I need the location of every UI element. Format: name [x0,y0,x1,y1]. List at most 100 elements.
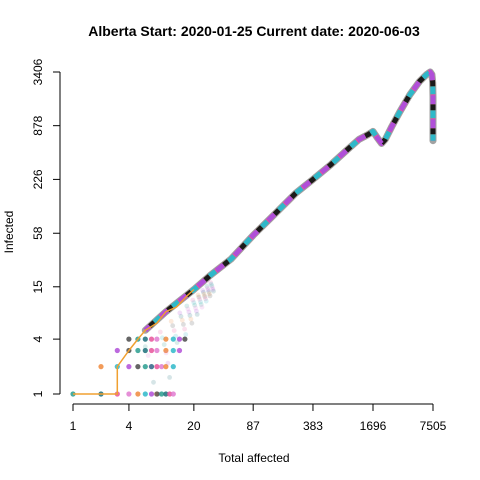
data-point [154,336,160,342]
chart-title: Alberta Start: 2020-01-25 Current date: … [88,23,420,39]
halo-point [178,314,184,319]
halo-point [194,312,200,317]
halo-point [197,297,203,302]
halo-point [210,285,215,290]
halo-point [186,309,192,315]
data-point [159,364,165,370]
halo-point [195,292,201,298]
x-tick-label: 4 [126,419,133,433]
halo-point [196,294,202,300]
data-point [170,364,176,370]
trajectory-line [143,69,436,333]
y-tick-label: 58 [31,226,45,240]
halo-point [159,335,165,341]
data-point [167,391,173,397]
data-point [126,336,132,342]
y-tick-label: 15 [31,280,45,294]
halo-point [165,360,171,366]
data-point [163,364,169,370]
halo-point [206,289,212,295]
data-point [170,391,176,397]
halo-point [182,326,188,332]
data-point [148,364,155,370]
data-point [114,347,120,354]
halo-point [188,316,194,322]
data-point [159,391,165,397]
y-tick-label: 878 [31,115,45,135]
halo-point [148,364,154,370]
halo-point [200,288,206,293]
halo-point [157,329,163,335]
trajectory-line [143,69,436,333]
data-point [142,336,148,342]
x-tick-label: 383 [303,419,323,433]
x-tick-label: 20 [187,419,201,433]
halo-point [202,294,208,299]
early-line [73,288,195,395]
x-tick-label: 7505 [420,419,447,433]
halo-point [205,285,210,291]
halo-point [193,305,198,311]
data-point [170,347,176,354]
halo-point [145,353,151,358]
halo-point [185,306,191,312]
data-point [170,336,176,342]
data-point [154,364,160,370]
halo-point [211,288,216,294]
halo-point [201,289,206,295]
halo-point [167,375,173,380]
data-point [142,391,148,397]
halo-point [208,280,214,285]
halo-point [192,302,198,308]
halo-point [209,283,215,289]
halo-point [179,317,185,323]
data-point [176,347,183,354]
data-point [126,391,132,397]
halo-point [174,340,180,345]
data-point [163,391,169,397]
halo-point [171,328,177,333]
data-point [135,364,141,370]
halo-point [194,308,199,314]
halo-point [177,310,183,316]
data-point [142,347,148,354]
x-tick-label: 1 [70,419,77,433]
halo-point [210,287,216,292]
halo-point [184,303,190,309]
halo-point [161,342,167,347]
halo-point [170,323,176,329]
halo-point [153,391,159,397]
halo-point [189,320,195,326]
halo-point [183,332,189,337]
halo-point [204,283,210,289]
halo-point [190,297,196,303]
data-point [148,347,155,354]
data-point [176,336,183,342]
halo-point [187,313,193,318]
data-point [154,347,160,354]
data-point [148,336,155,342]
data-point [135,347,141,354]
data-point [142,364,148,370]
y-tick-label: 1 [31,390,45,397]
plot-area [70,68,437,397]
y-axis-title: Infected [2,211,16,254]
halo-point [207,293,213,299]
data-point [135,391,141,397]
halo-point [176,348,181,353]
halo-point [191,300,197,305]
halo-point [155,391,161,397]
x-tick-label: 87 [246,419,260,433]
y-tick-label: 4 [31,335,45,342]
halo-point [199,304,205,310]
halo-point [142,344,148,350]
x-axis-title: Total affected [218,451,289,465]
halo-point [205,287,211,293]
data-point [182,336,188,342]
halo-point [207,291,212,297]
x-tick-label: 1696 [360,419,387,433]
halo-point [181,322,186,327]
data-point [154,391,160,397]
y-tick-label: 226 [31,169,45,189]
